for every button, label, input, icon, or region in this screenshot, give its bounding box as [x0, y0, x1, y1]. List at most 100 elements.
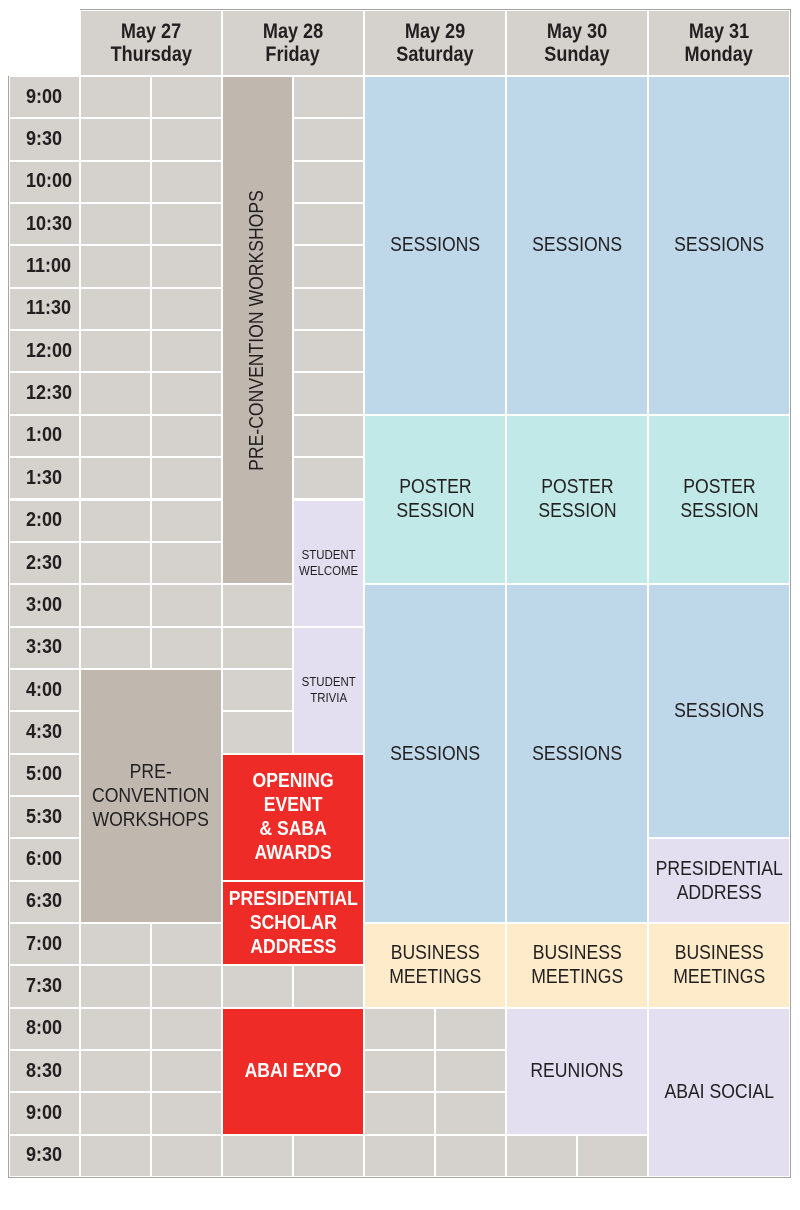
time-label: 4:30 — [9, 711, 80, 754]
event-label: SESSIONS — [673, 234, 764, 257]
monday-morning-sessions[interactable]: SESSIONS — [648, 76, 790, 415]
monday-poster-session[interactable]: POSTER SESSION — [648, 414, 790, 585]
day-weekday: Saturday — [396, 43, 474, 66]
time-label: 9:00 — [9, 1092, 80, 1135]
empty-slot — [293, 414, 364, 458]
day-header: May 30 Sunday — [506, 10, 648, 76]
saturday-afternoon-sessions[interactable]: SESSIONS — [364, 584, 506, 923]
presidential-address[interactable]: PRESIDENTIAL ADDRESS — [648, 838, 790, 923]
empty-slot — [80, 1050, 151, 1093]
time-label: 1:00 — [9, 414, 80, 458]
empty-slot — [222, 711, 293, 754]
empty-slot — [293, 245, 364, 288]
empty-slot — [80, 965, 151, 1008]
time-text: 6:00 — [26, 847, 63, 870]
empty-slot — [80, 330, 151, 373]
border-top — [80, 9, 790, 10]
monday-afternoon-sessions[interactable]: SESSIONS — [648, 584, 790, 839]
time-text: 2:00 — [26, 509, 63, 532]
time-label: 9:30 — [9, 1134, 80, 1178]
event-label: PRE- CONVENTION WORKSHOPS — [92, 760, 210, 831]
event-label: ABAI EXPO — [244, 1060, 342, 1083]
presidential-scholar-address[interactable]: PRESIDENTIAL SCHOLAR ADDRESS — [222, 880, 364, 966]
empty-slot — [293, 287, 364, 331]
empty-slot — [151, 923, 222, 966]
time-text: 1:30 — [26, 466, 63, 489]
abai-expo[interactable]: ABAI EXPO — [222, 1007, 364, 1135]
empty-slot — [80, 76, 151, 119]
event-label: POSTER SESSION — [395, 476, 475, 523]
friday-pre-convention-workshops[interactable]: PRE-CONVENTION WORKSHOPS — [222, 76, 293, 585]
day-weekday: Friday — [265, 43, 321, 66]
sunday-afternoon-sessions[interactable]: SESSIONS — [506, 584, 648, 923]
thursday-pre-convention-workshops[interactable]: PRE- CONVENTION WORKSHOPS — [80, 668, 222, 923]
time-text: 11:30 — [26, 297, 72, 320]
empty-slot — [293, 457, 364, 500]
empty-slot — [435, 1092, 506, 1135]
time-text: 9:30 — [26, 1144, 63, 1167]
empty-slot — [364, 1050, 435, 1093]
empty-slot — [506, 1134, 577, 1178]
empty-slot — [80, 414, 151, 458]
empty-slot — [151, 76, 222, 119]
event-label: SESSIONS — [531, 234, 622, 257]
time-text: 8:00 — [26, 1017, 63, 1040]
empty-slot — [222, 1134, 293, 1178]
time-text: 3:00 — [26, 593, 63, 616]
empty-slot — [151, 457, 222, 500]
sunday-poster-session[interactable]: POSTER SESSION — [506, 414, 648, 585]
time-text: 8:30 — [26, 1059, 63, 1082]
time-label: 12:30 — [9, 372, 80, 415]
event-label: STUDENT WELCOME — [298, 547, 359, 579]
student-welcome[interactable]: STUDENT WELCOME — [293, 499, 364, 627]
event-label: POSTER SESSION — [679, 476, 759, 523]
time-text: 9:00 — [26, 85, 63, 108]
day-header: May 31 Monday — [648, 10, 790, 76]
time-label: 5:00 — [9, 753, 80, 796]
empty-slot — [151, 414, 222, 458]
empty-slot — [151, 965, 222, 1008]
sunday-morning-sessions[interactable]: SESSIONS — [506, 76, 648, 415]
time-text: 11:00 — [26, 255, 72, 278]
monday-business-meetings[interactable]: BUSINESS MEETINGS — [648, 923, 790, 1008]
event-label: ABAI SOCIAL — [664, 1081, 774, 1104]
empty-slot — [222, 626, 293, 669]
time-label: 1:30 — [9, 457, 80, 500]
time-text: 2:30 — [26, 551, 63, 574]
student-trivia[interactable]: STUDENT TRIVIA — [293, 626, 364, 754]
time-text: 9:30 — [26, 128, 63, 151]
empty-slot — [80, 1134, 151, 1178]
empty-slot — [80, 118, 151, 161]
time-label: 5:30 — [9, 795, 80, 839]
empty-slot — [151, 160, 222, 204]
day-weekday: Sunday — [544, 43, 610, 66]
time-label: 8:30 — [9, 1050, 80, 1093]
time-label: 11:00 — [9, 245, 80, 288]
saturday-poster-session[interactable]: POSTER SESSION — [364, 414, 506, 585]
time-text: 1:00 — [26, 424, 63, 447]
empty-slot — [151, 330, 222, 373]
empty-slot — [293, 330, 364, 373]
event-label: BUSINESS MEETINGS — [389, 942, 481, 989]
time-text: 5:00 — [26, 763, 63, 786]
time-label: 12:00 — [9, 330, 80, 373]
abai-social[interactable]: ABAI SOCIAL — [648, 1007, 790, 1178]
empty-slot — [151, 1007, 222, 1051]
reunions[interactable]: REUNIONS — [506, 1007, 648, 1135]
empty-slot — [151, 1092, 222, 1135]
empty-slot — [222, 584, 293, 627]
event-label: POSTER SESSION — [537, 476, 617, 523]
empty-slot — [435, 1007, 506, 1051]
empty-slot — [222, 668, 293, 712]
saturday-business-meetings[interactable]: BUSINESS MEETINGS — [364, 923, 506, 1008]
sunday-business-meetings[interactable]: BUSINESS MEETINGS — [506, 923, 648, 1008]
day-weekday: Thursday — [110, 43, 192, 66]
event-label: REUNIONS — [530, 1060, 624, 1083]
time-label: 11:30 — [9, 287, 80, 331]
empty-slot — [80, 626, 151, 669]
opening-event-saba-awards[interactable]: OPENING EVENT & SABA AWARDS — [222, 753, 364, 881]
empty-slot — [80, 584, 151, 627]
saturday-morning-sessions[interactable]: SESSIONS — [364, 76, 506, 415]
event-label: PRESIDENTIAL SCHOLAR ADDRESS — [228, 887, 358, 958]
